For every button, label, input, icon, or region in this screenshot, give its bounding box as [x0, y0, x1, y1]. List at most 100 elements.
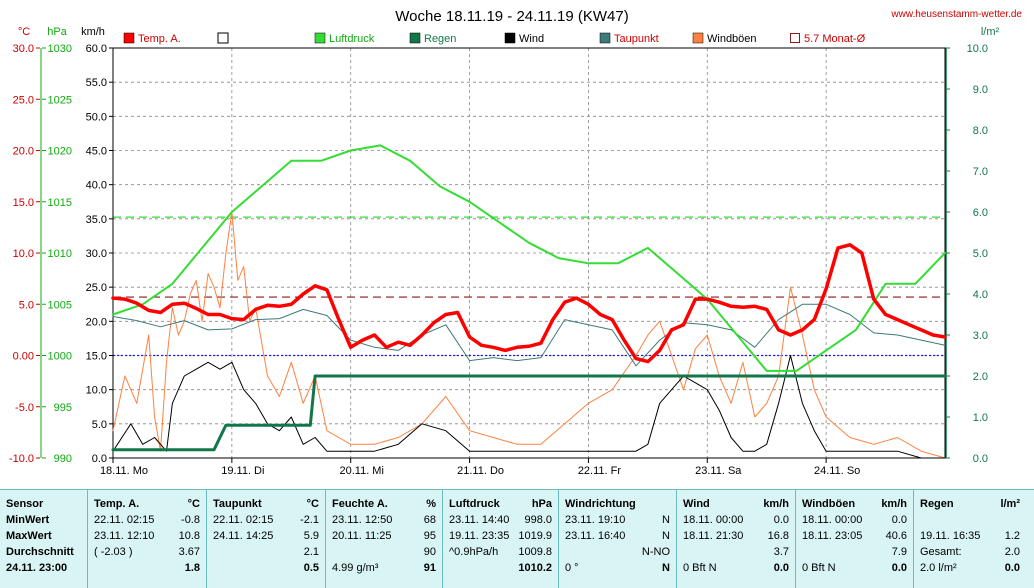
wind-tick-label: 25.0	[86, 282, 107, 294]
wind-tick-label: 30.0	[86, 248, 107, 260]
x-tick-label: 24.11. So	[814, 465, 860, 477]
series-line-tempa	[111, 243, 947, 364]
stats-table: Sensor MinWert MaxWert Durchschnitt 24.1…	[0, 489, 1034, 588]
website-label: www.heusenstamm-wetter.de	[890, 9, 1022, 20]
series-line-regen	[111, 374, 947, 452]
temp-tick-label: 0.00	[13, 351, 34, 363]
wind-unit: km/h	[763, 498, 789, 510]
gust-max-value: 40.6	[885, 530, 907, 542]
pressure-tick-label: 1010	[48, 248, 72, 260]
dewpoint-max-value: 5.9	[303, 530, 319, 542]
humidity-header: Feuchte A.	[332, 498, 388, 510]
pressure-tick-label: 1020	[48, 146, 72, 158]
rain-tick-label: 9.0	[973, 84, 988, 96]
wind-max-value: 16.8	[767, 530, 789, 542]
pressure-current-value: 1010.2	[518, 562, 552, 574]
humidity-min-time: 23.11. 12:50	[332, 514, 393, 526]
series-line-taupunkt	[112, 303, 946, 367]
legend-swatch-5	[599, 32, 611, 44]
rain-today: 2.0 l/m²	[920, 562, 957, 574]
rain-tick-label: 7.0	[973, 166, 988, 178]
stats-col-sensor: Sensor MinWert MaxWert Durchschnitt 24.1…	[0, 490, 88, 588]
stats-col-winddir: Windrichtung 23.11. 19:10 N 23.11. 16:40 N…	[559, 490, 677, 588]
wind-bft: 0 Bft N	[683, 562, 717, 574]
winddir-min-value: N	[662, 514, 670, 526]
stats-col-gust: Windböen km/h 18.11. 00:00 0.0 18.11. 23:0…	[796, 490, 914, 588]
humidity-current-value: 91	[423, 562, 436, 574]
legend-swatch-1	[217, 32, 229, 44]
gust-min-value: 0.0	[891, 514, 907, 526]
sensor-avg-label: Durchschnitt	[6, 546, 74, 558]
wind-tick-label: 45.0	[86, 146, 107, 158]
legend-swatch-6	[692, 32, 704, 44]
rain-header: Regen	[920, 498, 954, 510]
rain-tick-label: 10.0	[967, 43, 988, 55]
humidity-unit: %	[426, 498, 436, 510]
gust-max-time: 18.11. 23:05	[802, 530, 863, 542]
gust-unit: km/h	[881, 498, 907, 510]
legend-label-6: Windböen	[707, 33, 757, 45]
pressure-min-time: 23.11. 14:40	[449, 514, 510, 526]
gust-min-time: 18.11. 00:00	[802, 514, 863, 526]
dewpoint-min-value: -2.1	[300, 514, 319, 526]
dewpoint-avg-value: 2.1	[303, 546, 319, 558]
temp-min-value: -0.8	[181, 514, 200, 526]
pressure-trend: ^0.9hPa/h	[449, 546, 499, 558]
x-tick-label: 22.11. Fr	[578, 465, 622, 477]
rain-tick-label: 5.0	[973, 248, 988, 260]
pressure-tick-label: 1000	[48, 351, 72, 363]
wind-header: Wind	[683, 498, 710, 510]
temp-unit: °C	[187, 498, 200, 510]
stats-col-wind: Wind km/h 18.11. 00:00 0.0 18.11. 21:30 16.…	[677, 490, 796, 588]
pressure-axis-unit: hPa	[47, 26, 67, 38]
rain-tick-label: 1.0	[973, 412, 988, 424]
wind-tick-label: 5.0	[92, 419, 107, 431]
pressure-min-value: 998.0	[524, 514, 552, 526]
rain-max-value: 1.2	[1004, 530, 1020, 542]
chart-background	[0, 0, 1034, 489]
wind-min-time: 18.11. 00:00	[683, 514, 744, 526]
dewpoint-current-value: 0.5	[303, 562, 319, 574]
pressure-max-value: 1019.9	[518, 530, 552, 542]
legend-label-7: 5.7 Monat-Ø	[804, 33, 866, 45]
temp-max-time: 23.11. 12:10	[94, 530, 155, 542]
rain-axis-unit: l/m²	[981, 26, 1000, 38]
dewpoint-max-time: 24.11. 14:25	[213, 530, 274, 542]
wind-tick-label: 50.0	[86, 111, 107, 123]
x-tick-label: 20.11. Mi	[339, 465, 383, 477]
wind-max-time: 18.11. 21:30	[683, 530, 744, 542]
temp-avg-value: 3.67	[178, 546, 200, 558]
pressure-tick-label: 1030	[48, 43, 72, 55]
winddir-header: Windrichtung	[565, 498, 636, 510]
winddir-max-value: N	[662, 530, 670, 542]
legend-label-4: Wind	[519, 33, 544, 45]
dewpoint-min-time: 22.11. 02:15	[213, 514, 274, 526]
humidity-current-note: 4.99 g/m³	[332, 562, 379, 574]
legend-swatch-4	[504, 32, 516, 44]
legend-swatch-2	[314, 32, 326, 44]
wind-tick-label: 0.0	[92, 453, 107, 465]
sensor-max-label: MaxWert	[6, 530, 52, 542]
sensor-min-label: MinWert	[6, 514, 50, 526]
x-tick-label: 18.11. Mo	[100, 465, 148, 477]
temp-tick-label: 30.0	[13, 43, 34, 55]
winddir-degree: 0 °	[565, 562, 579, 574]
stats-col-temp: Temp. A. °C 22.11. 02:15 -0.8 23.11. 12:10…	[88, 490, 207, 588]
rain-tick-label: 3.0	[973, 330, 988, 342]
wind-axis-unit: km/h	[81, 26, 105, 38]
pressure-tick-label: 1025	[48, 94, 72, 106]
legend-swatch-0	[123, 32, 135, 44]
legend-swatch-7	[790, 33, 800, 43]
winddir-max-time: 23.11. 16:40	[565, 530, 626, 542]
wind-current-value: 0.0	[773, 562, 789, 574]
rain-total-label: Gesamt:	[920, 546, 962, 558]
pressure-tick-label: 1005	[48, 299, 72, 311]
temp-min-time: 22.11. 02:15	[94, 514, 155, 526]
wind-tick-label: 60.0	[86, 43, 107, 55]
winddir-avg-value: N-NO	[641, 546, 670, 558]
temp-tick-label: -10.0	[9, 453, 34, 465]
pressure-tick-label: 995	[54, 402, 72, 414]
pressure-tick-label: 990	[54, 453, 72, 465]
x-tick-label: 19.11. Di	[221, 465, 264, 477]
dewpoint-header: Taupunkt	[213, 498, 262, 510]
